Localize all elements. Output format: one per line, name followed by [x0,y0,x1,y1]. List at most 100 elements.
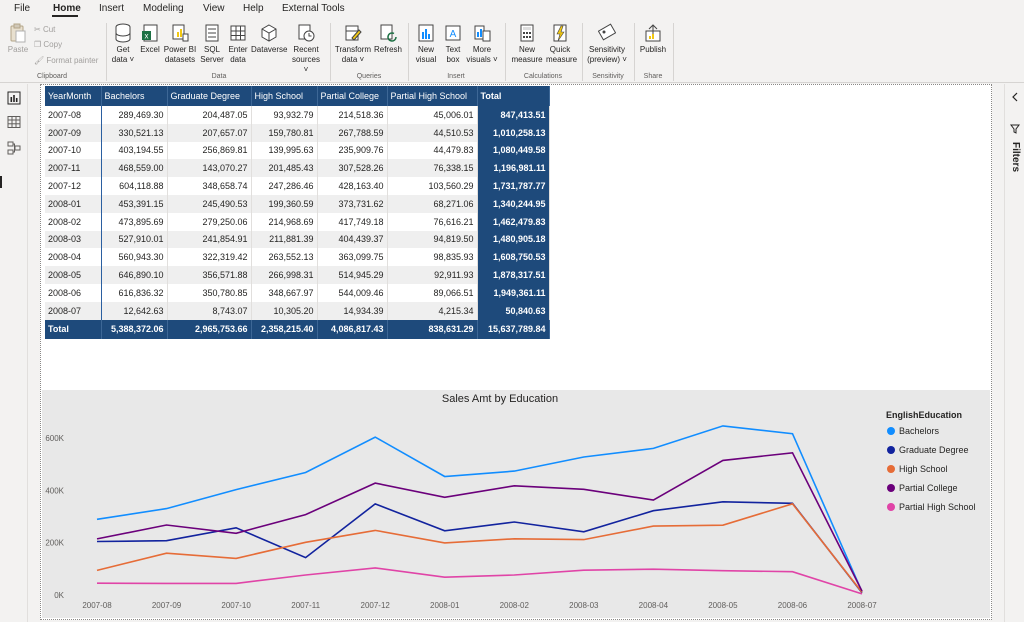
table-cell: 14,934.39 [317,301,388,320]
sql-server-button[interactable]: SQL Server [200,23,224,65]
menu-file[interactable]: File [14,3,31,14]
column-header[interactable]: High School [251,86,318,106]
table-row[interactable]: 2007-11 468,559.00 143,070.27 201,485.43 307… [45,159,550,178]
cut-label: Cut [42,25,56,34]
new-measure-button[interactable]: New measure [509,23,545,65]
legend-entry[interactable]: Bachelors [899,426,940,436]
filters-pane-collapsed[interactable] [1004,84,1024,622]
chevron-left-icon[interactable] [1011,92,1019,102]
menu-home[interactable]: Home [53,3,81,14]
row-total-cell: 847,413.51 [477,106,550,124]
column-header[interactable]: Partial High School [387,86,478,106]
quick-measure-button[interactable]: Quick measure [546,23,577,65]
table-row[interactable]: 2008-01 453,391.15 245,490.53 199,360.59 373… [45,194,550,213]
menu-external-tools[interactable]: External Tools [282,3,345,14]
menu-view[interactable]: View [203,3,225,14]
row-header-cell: 2008-06 [45,283,102,302]
more-visuals-label: More visuals ˅ [466,45,498,64]
table-row[interactable]: 2007-12 604,118.88 348,658.74 247,286.46 428… [45,177,550,195]
excel-button[interactable]: x Excel [138,23,162,55]
series-line-partial-high-school[interactable] [96,567,863,595]
model-view-icon[interactable] [7,141,21,155]
table-cell: 4,215.34 [387,301,478,320]
publish-label: Publish [639,45,667,54]
grand-total-cell: 838,631.29 [387,319,478,339]
text-box-button[interactable]: A Text box [441,23,465,65]
table-row[interactable]: 2008-04 560,943.30 322,319.42 263,552.13 363… [45,248,550,267]
legend-entry[interactable]: Partial College [899,483,958,493]
transform-data-button[interactable]: Transform data ˅ [334,23,372,65]
table-cell: 330,521.13 [101,123,168,142]
enter-data-button[interactable]: Enter data [226,23,250,65]
menu-help[interactable]: Help [243,3,264,14]
line-chart-visual[interactable]: Sales Amt by Education 0K 200K 400K 600K 20… [42,390,990,618]
legend-entry[interactable]: High School [899,464,948,474]
paste-icon [10,23,26,43]
grand-total-cell: 2,965,753.66 [167,319,252,339]
power-bi-datasets-button[interactable]: Power BI datasets [163,23,197,65]
publish-button[interactable]: Publish [638,23,668,55]
series-line-bachelors[interactable] [96,425,863,593]
table-row[interactable]: 2007-10 403,194.55 256,869.81 139,995.63 235… [45,141,550,160]
table-cell: 214,968.69 [251,212,318,231]
table-cell: 279,250.06 [167,212,252,231]
table-row[interactable]: 2007-09 330,521.13 207,657.07 159,780.81 267… [45,123,550,142]
menu-insert[interactable]: Insert [99,3,125,14]
dataverse-button[interactable]: Dataverse [251,23,287,55]
column-header[interactable]: Total [477,86,550,106]
report-view-icon[interactable] [7,91,21,105]
recent-sources-button[interactable]: Recent sources ˅ [289,23,323,75]
matrix-visual[interactable]: YearMonth Bachelors Graduate Degree High… [45,86,550,339]
table-row[interactable]: 2008-03 527,910.01 241,854.91 211,881.39 404… [45,230,550,249]
table-cell: 267,788.59 [317,123,388,142]
dataverse-icon [261,24,277,42]
x-tick-label: 2008-05 [708,601,738,610]
menu-modeling[interactable]: Modeling [143,3,184,14]
get-data-button[interactable]: Get data ˅ [110,23,136,65]
table-row[interactable]: 2008-07 12,642.63 8,743.07 10,305.20 14,934.… [45,301,550,320]
new-visual-label: New visual [415,45,437,64]
copy-button[interactable]: ❐ Copy [34,40,62,49]
table-row[interactable]: 2008-05 646,890.10 356,571.88 266,998.31 514… [45,266,550,284]
filters-label[interactable]: Filters [1010,142,1021,173]
column-header[interactable]: Partial College [317,86,388,106]
series-line-high-school[interactable] [96,502,863,593]
sensitivity-button[interactable]: Sensitivity (preview) ˅ [586,23,628,65]
more-visuals-button[interactable]: More visuals ˅ [466,23,498,65]
legend-marker[interactable] [887,484,895,492]
grand-total-cell: 4,086,817.43 [317,319,388,339]
column-header[interactable]: Bachelors [101,86,168,106]
legend-entry[interactable]: Graduate Degree [899,445,969,455]
legend-entry[interactable]: Partial High School [899,502,976,512]
legend-marker[interactable] [887,503,895,511]
x-tick-label: 2008-03 [569,601,599,610]
column-header[interactable]: Graduate Degree [167,86,252,106]
refresh-label: Refresh [373,45,402,54]
table-cell: 350,780.85 [167,283,252,302]
paste-button[interactable]: Paste [6,23,30,55]
new-visual-button[interactable]: New visual [412,23,440,65]
data-view-icon[interactable] [7,115,21,129]
format-painter-icon: 🖌 [34,56,45,65]
legend-marker[interactable] [887,465,895,473]
excel-label: Excel [140,45,160,54]
legend-marker[interactable] [887,446,895,454]
table-cell: 560,943.30 [101,248,168,267]
cut-button[interactable]: ✂ Cut [34,25,55,34]
recent-sources-label: Recent sources ˅ [291,45,320,74]
legend-marker[interactable] [887,427,895,435]
view-switcher-rail [0,84,28,622]
series-line-partial-college[interactable] [96,451,863,592]
group-label-data: Data [211,73,227,80]
format-painter-button[interactable]: 🖌 Format painter [34,56,98,65]
refresh-button[interactable]: Refresh [373,23,403,55]
table-row[interactable]: 2008-02 473,895.69 279,250.06 214,968.69 417… [45,212,550,231]
x-tick-label: 2007-12 [361,601,391,610]
table-row[interactable]: 2008-06 616,836.32 350,780.85 348,667.97 544… [45,283,550,302]
column-header[interactable]: YearMonth [45,86,102,106]
ribbon: Paste ✂ Cut ❐ Copy 🖌 Format painter Clip… [0,17,1024,83]
enter-data-label: Enter data [228,45,248,64]
publish-icon [645,24,661,42]
table-row[interactable]: 2007-08 289,469.30 204,487.05 93,932.79 214,… [45,106,550,124]
series-line-graduate-degree[interactable] [96,500,863,594]
